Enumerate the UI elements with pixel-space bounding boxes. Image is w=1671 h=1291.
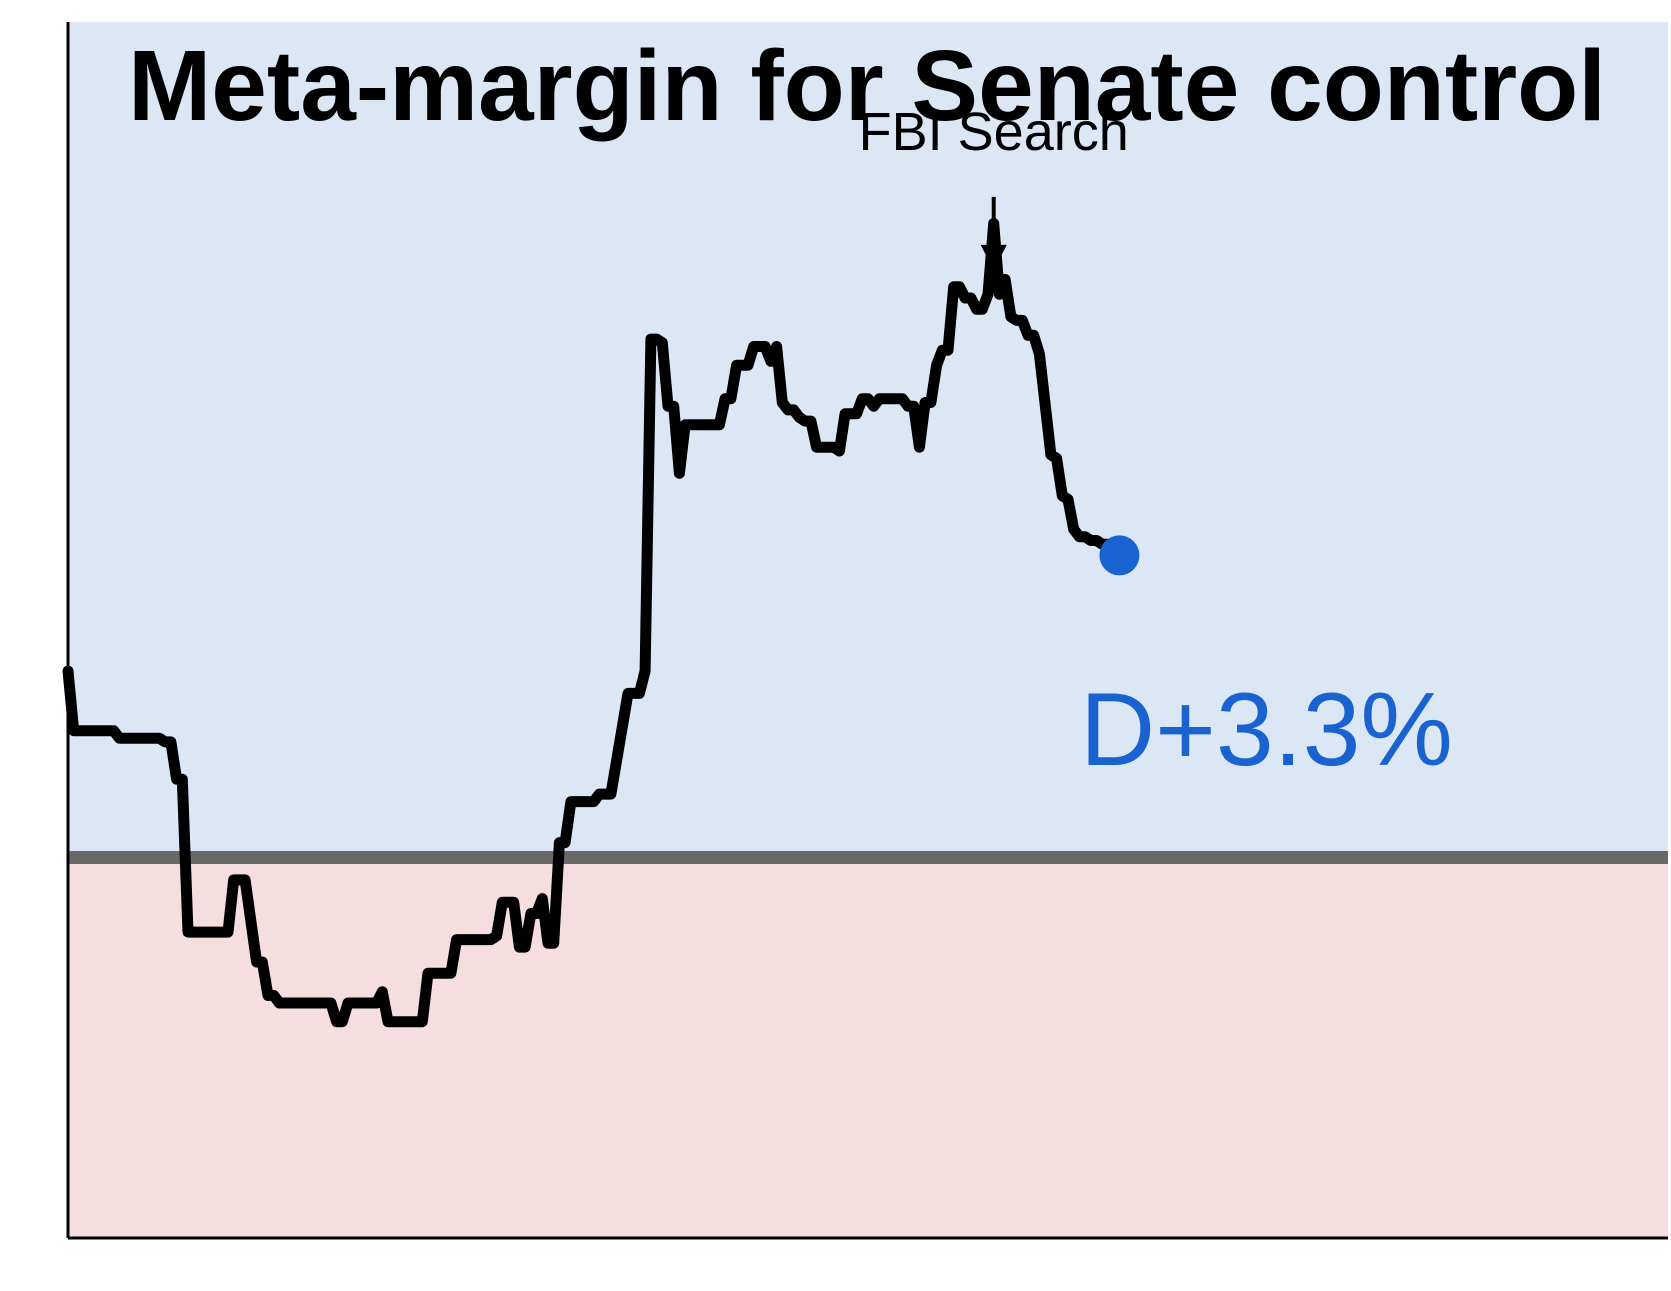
fbi-search-arrow-head bbox=[980, 244, 1007, 271]
current-value-label: D+3.3% bbox=[1080, 672, 1453, 788]
dem-region bbox=[68, 22, 1668, 858]
current-value-marker bbox=[1099, 535, 1140, 576]
fbi-search-arrow bbox=[980, 196, 1007, 271]
meta-margin-line bbox=[62, 217, 1125, 1028]
chart-title: Meta-margin for Senate control bbox=[128, 30, 1606, 142]
rep-region bbox=[68, 857, 1668, 1238]
fbi-search-annotation: FBI Search bbox=[859, 102, 1129, 162]
